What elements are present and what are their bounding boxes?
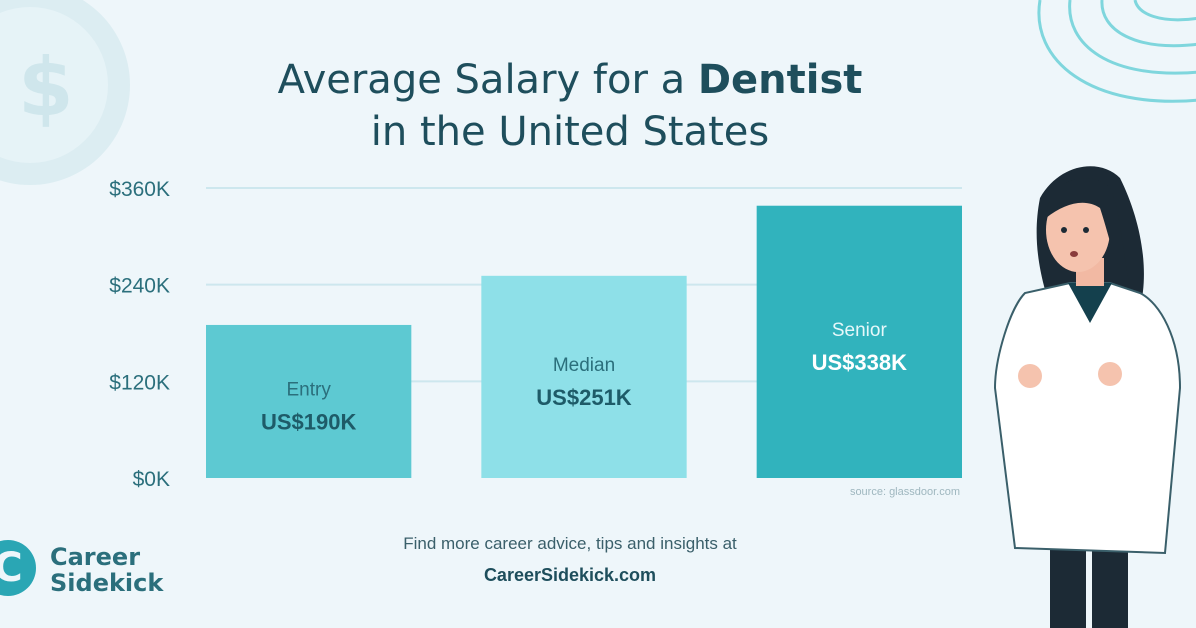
career-sidekick-logo[interactable]: C Career Sidekick — [0, 532, 200, 602]
title-line-2: in the United States — [370, 109, 770, 155]
bar-median — [481, 275, 687, 478]
source-note: source: glassdoor.com — [849, 486, 960, 498]
y-tick-label: $120K — [109, 371, 170, 394]
logo-line-1: Career — [50, 543, 141, 571]
value-label: US$251K — [536, 385, 632, 410]
dollar-coin-icon: $ — [0, 0, 130, 185]
y-axis-ticks: $0K $120K $240K $360K — [109, 178, 170, 491]
bar-entry — [206, 324, 412, 478]
logo-line-2: Sidekick — [50, 569, 164, 597]
y-tick-label: $0K — [133, 468, 170, 491]
value-label: US$190K — [261, 409, 357, 434]
logo-c-icon: C — [0, 540, 36, 596]
title-line-1: Average Salary for a Dentist — [190, 54, 950, 106]
category-label: Senior — [832, 320, 888, 341]
wave-lines-decoration — [1037, 0, 1196, 103]
value-label: US$338K — [812, 350, 908, 375]
title-prefix: Average Salary for a — [277, 57, 686, 103]
footer-link[interactable]: CareerSidekick.com — [483, 565, 657, 585]
category-label: Median — [553, 355, 615, 376]
y-tick-label: $360K — [109, 178, 170, 201]
title-highlight: Dentist — [697, 57, 863, 103]
category-label: Entry — [286, 379, 331, 400]
dentist-illustration — [993, 166, 1182, 628]
logo-wordmark: Career Sidekick — [50, 544, 163, 596]
footer-text: Find more career advice, tips and insigh… — [403, 534, 737, 553]
bars — [206, 205, 962, 478]
bar-labels: Entry US$190K Median US$251K Senior US$338K — [261, 320, 907, 435]
y-tick-label: $240K — [109, 275, 170, 298]
chart-title: Average Salary for a Dentist in the Unit… — [190, 54, 950, 158]
salary-bar-chart: $0K $120K $240K $360K Entry US$190K Median US$… — [109, 178, 962, 491]
bar-senior — [756, 205, 962, 478]
svg-text:$: $ — [18, 41, 74, 134]
